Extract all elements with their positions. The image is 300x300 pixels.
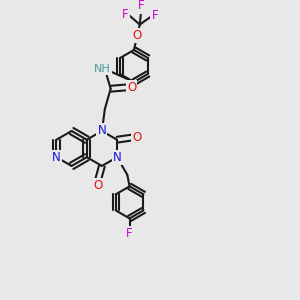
Text: F: F bbox=[138, 0, 145, 13]
Text: NH: NH bbox=[94, 64, 111, 74]
Text: F: F bbox=[152, 9, 158, 22]
Text: O: O bbox=[133, 29, 142, 42]
Text: O: O bbox=[132, 131, 141, 144]
Text: N: N bbox=[113, 151, 122, 164]
Text: O: O bbox=[127, 81, 136, 94]
Text: F: F bbox=[122, 8, 128, 21]
Text: N: N bbox=[98, 124, 106, 137]
Text: O: O bbox=[93, 179, 102, 192]
Text: F: F bbox=[126, 227, 133, 240]
Text: N: N bbox=[52, 151, 61, 164]
